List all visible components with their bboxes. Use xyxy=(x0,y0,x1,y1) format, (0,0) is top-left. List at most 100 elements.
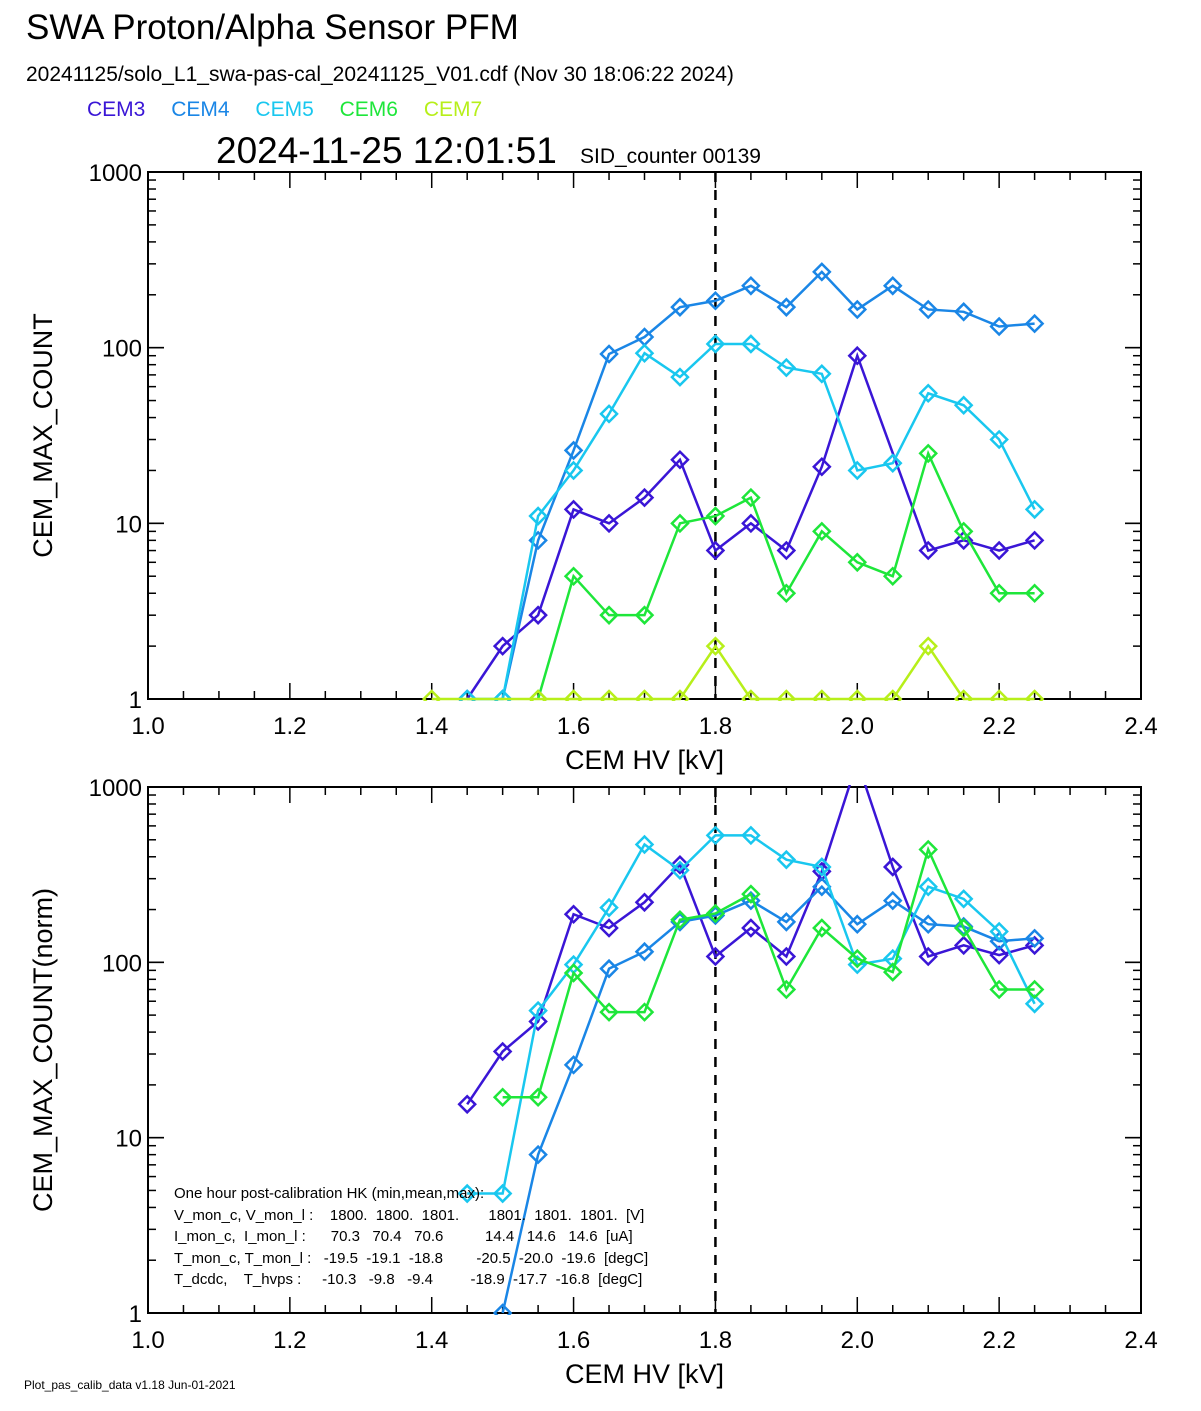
data-point-cem6 xyxy=(492,1087,513,1108)
hk-row-t-dcdc: T_dcdc, T_hvps : -10.3 -9.8 -9.4 -18.9 -… xyxy=(174,1271,643,1288)
data-point-cem3 xyxy=(776,946,797,967)
data-point-cem6 xyxy=(705,506,726,526)
data-point-cem4 xyxy=(776,912,797,932)
data-point-cem3 xyxy=(849,753,865,769)
data-point-cem3 xyxy=(953,935,974,956)
series-line-cem4 xyxy=(501,270,1035,700)
x-tick-label: 2.4 xyxy=(1124,1327,1157,1354)
legend-cem4: CEM4 xyxy=(171,98,230,121)
timestamp: 2024-11-25 12:01:51 xyxy=(216,130,557,171)
chart-2: 1.0 1.2 1.4 1.6 1.8 2.0 2.2 2.4 1 10 100 1000 CEM HV… xyxy=(28,753,1158,1389)
y-axis-label: CEM_MAX_COUNT(norm) xyxy=(28,888,58,1212)
data-point-cem5 xyxy=(634,343,655,363)
data-point-cem7 xyxy=(528,689,548,701)
data-point-cem6 xyxy=(812,521,832,542)
data-point-cem3 xyxy=(599,918,619,938)
x-tick-label: 1.2 xyxy=(273,713,306,740)
data-point-cem5 xyxy=(670,860,690,881)
data-point-cem3 xyxy=(670,450,690,470)
x-tick-label: 1.0 xyxy=(131,1327,164,1354)
y-tick-label: 100 xyxy=(102,336,142,363)
series-group xyxy=(421,262,1045,701)
y-tick-label: 1000 xyxy=(89,775,142,802)
chart-1: 1.0 1.2 1.4 1.6 1.8 2.0 2.2 2.4 1 10 100 1000 CEM HV… xyxy=(28,160,1158,775)
data-point-cem6 xyxy=(882,962,903,982)
data-point-cem3 xyxy=(882,857,903,877)
data-point-cem3 xyxy=(670,855,690,875)
series-group xyxy=(457,753,1045,1315)
data-point-cem3 xyxy=(563,499,584,520)
data-point-cem4 xyxy=(741,276,761,296)
series-line-cem6 xyxy=(536,449,1035,700)
data-point-cem4 xyxy=(1024,928,1045,949)
y-tick-label: 1 xyxy=(129,1301,142,1328)
data-point-cem4 xyxy=(563,440,584,461)
data-point-cem7 xyxy=(599,689,619,701)
data-point-cem6 xyxy=(599,605,619,625)
data-point-cem5 xyxy=(953,889,974,909)
data-point-cem6 xyxy=(847,948,868,969)
hk-text-block: One hour post-calibration HK (min,mean,m… xyxy=(174,1183,648,1291)
y-tick-label: 1 xyxy=(129,687,142,714)
data-point-cem5 xyxy=(705,334,726,354)
data-point-cem5 xyxy=(953,395,974,416)
data-point-cem5 xyxy=(492,1183,513,1204)
series-line-cem5 xyxy=(467,834,1036,1195)
data-point-cem3 xyxy=(741,918,761,938)
data-point-cem5 xyxy=(492,689,513,701)
series-line-cem4 xyxy=(501,884,1035,1314)
data-point-cem3 xyxy=(953,530,974,551)
y-tick-label: 10 xyxy=(115,511,142,538)
data-point-cem6 xyxy=(776,583,797,604)
data-point-cem7 xyxy=(953,689,974,701)
data-point-cem7 xyxy=(634,689,655,701)
data-point-cem4 xyxy=(705,290,726,311)
y-axis-label: CEM_MAX_COUNT xyxy=(28,313,58,558)
data-point-cem3 xyxy=(989,540,1009,561)
x-tick-label: 1.4 xyxy=(415,713,448,740)
data-point-cem3 xyxy=(989,945,1009,965)
data-point-cem7 xyxy=(421,689,442,701)
x-tick-label: 1.8 xyxy=(699,1327,732,1354)
data-point-cem6 xyxy=(953,521,974,542)
data-point-cem6 xyxy=(634,605,655,625)
data-point-cem3 xyxy=(528,605,548,625)
data-point-cem5 xyxy=(812,364,832,384)
data-point-cem6 xyxy=(989,583,1009,604)
data-point-cem5 xyxy=(776,357,797,378)
series-line-cem6 xyxy=(502,845,1035,1099)
data-point-cem3 xyxy=(563,904,584,925)
data-point-cem4 xyxy=(918,914,938,934)
data-point-cem5 xyxy=(528,506,548,526)
series-line-cem3 xyxy=(466,785,1035,1105)
hk-title: One hour post-calibration HK (min,mean,m… xyxy=(174,1185,485,1202)
data-point-cem4 xyxy=(953,302,974,322)
data-point-cem4 xyxy=(989,316,1009,337)
data-point-cem3 xyxy=(1024,530,1045,551)
data-point-cem5 xyxy=(634,834,655,855)
data-point-cem3 xyxy=(776,540,797,561)
data-point-cem5 xyxy=(599,897,619,918)
data-point-cem4 xyxy=(492,1303,513,1315)
data-point-cem4 xyxy=(847,914,868,934)
x-tick-label: 1.6 xyxy=(557,1327,590,1354)
legend-cem6: CEM6 xyxy=(339,98,398,121)
legend-cem5: CEM5 xyxy=(255,98,314,121)
data-point-cem5 xyxy=(599,404,619,424)
data-point-cem5 xyxy=(528,1000,548,1021)
x-tick-label: 2.0 xyxy=(841,713,874,740)
data-point-cem6 xyxy=(741,487,761,508)
data-point-cem5 xyxy=(989,921,1009,942)
x-tick-label: 1.4 xyxy=(415,1327,448,1354)
data-point-cem7 xyxy=(918,636,938,656)
data-point-cem3 xyxy=(741,513,761,534)
data-point-cem7 xyxy=(563,689,584,701)
data-point-cem4 xyxy=(634,941,655,962)
y-tick-label: 100 xyxy=(102,950,142,977)
data-point-cem7 xyxy=(705,636,726,656)
x-axis-label: CEM HV [kV] xyxy=(565,745,724,775)
data-point-cem4 xyxy=(528,1144,548,1165)
hk-row-i-mon: I_mon_c, I_mon_l : 70.3 70.4 70.6 14.4 1… xyxy=(174,1228,633,1245)
data-point-cem4 xyxy=(989,931,1009,951)
x-tick-label: 2.2 xyxy=(982,1327,1015,1354)
